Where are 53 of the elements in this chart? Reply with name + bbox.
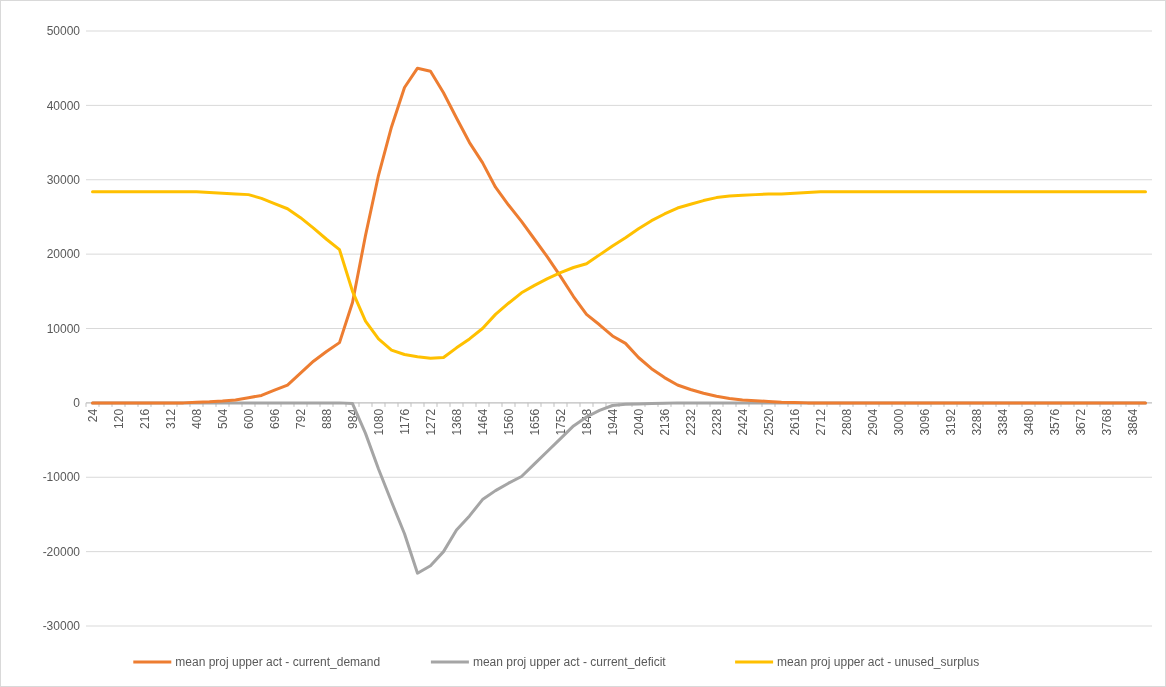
x-tick-label: 120 [111, 408, 126, 429]
x-tick-label: 2040 [631, 408, 646, 436]
x-tick-label: 1752 [553, 408, 568, 436]
y-tick-label: -10000 [42, 470, 81, 485]
x-tick-label: 1272 [423, 408, 438, 436]
x-tick-label: 1656 [527, 408, 542, 436]
y-tick-label: 0 [73, 396, 81, 411]
x-tick-label: 3864 [1125, 408, 1140, 436]
x-tick-label: 312 [163, 408, 178, 429]
y-tick-label: 30000 [46, 172, 81, 187]
line-series [91, 190, 1147, 360]
x-tick-label: 3384 [995, 408, 1010, 436]
x-tick-label: 2712 [813, 408, 828, 436]
x-tick-label: 2616 [787, 408, 802, 436]
x-tick-label: 1080 [371, 408, 386, 436]
x-tick-label: 504 [215, 408, 230, 429]
line-series [91, 66, 1147, 405]
x-tick-label: 2136 [657, 408, 672, 436]
x-tick-label: 1368 [449, 408, 464, 436]
x-tick-label: 216 [137, 408, 152, 429]
x-tick-label: 792 [293, 408, 308, 429]
x-tick-label: 1176 [397, 408, 412, 435]
x-tick-label: 600 [241, 408, 256, 429]
x-tick-label: 1560 [501, 408, 516, 436]
x-tick-label: 2424 [735, 408, 750, 436]
x-tick-label: 3768 [1099, 408, 1114, 436]
y-tick-label: 50000 [46, 24, 81, 39]
x-tick-label: 3288 [969, 408, 984, 436]
x-tick-label: 1464 [475, 408, 490, 436]
x-tick-label: 2520 [761, 408, 776, 436]
y-tick-label: 40000 [46, 98, 81, 113]
x-tick-label: 2808 [839, 408, 854, 436]
x-tick-label: 3576 [1047, 408, 1062, 436]
y-tick-label: 10000 [46, 321, 81, 336]
y-tick-label: -20000 [42, 544, 81, 559]
x-tick-label: 1944 [605, 408, 620, 436]
y-tick-label: 20000 [46, 247, 81, 262]
x-tick-label: 696 [267, 408, 282, 429]
x-tick-label: 2904 [865, 408, 880, 436]
legend-label: mean proj upper act - unused_surplus [777, 655, 980, 670]
x-tick-label: 3480 [1021, 408, 1036, 436]
x-tick-label: 888 [319, 408, 334, 429]
x-tick-label: 2328 [709, 408, 724, 436]
legend-label: mean proj upper act - current_deficit [472, 655, 667, 670]
x-tick-label: 3096 [917, 408, 932, 436]
y-tick-label: -30000 [42, 619, 81, 634]
x-tick-label: 24 [85, 408, 100, 423]
x-tick-label: 3672 [1073, 408, 1088, 436]
x-tick-label: 408 [189, 408, 204, 429]
legend-label: mean proj upper act - current_demand [175, 655, 381, 670]
x-tick-label: 2232 [683, 408, 698, 436]
x-tick-label: 3192 [943, 408, 958, 436]
x-tick-label: 3000 [891, 408, 906, 436]
